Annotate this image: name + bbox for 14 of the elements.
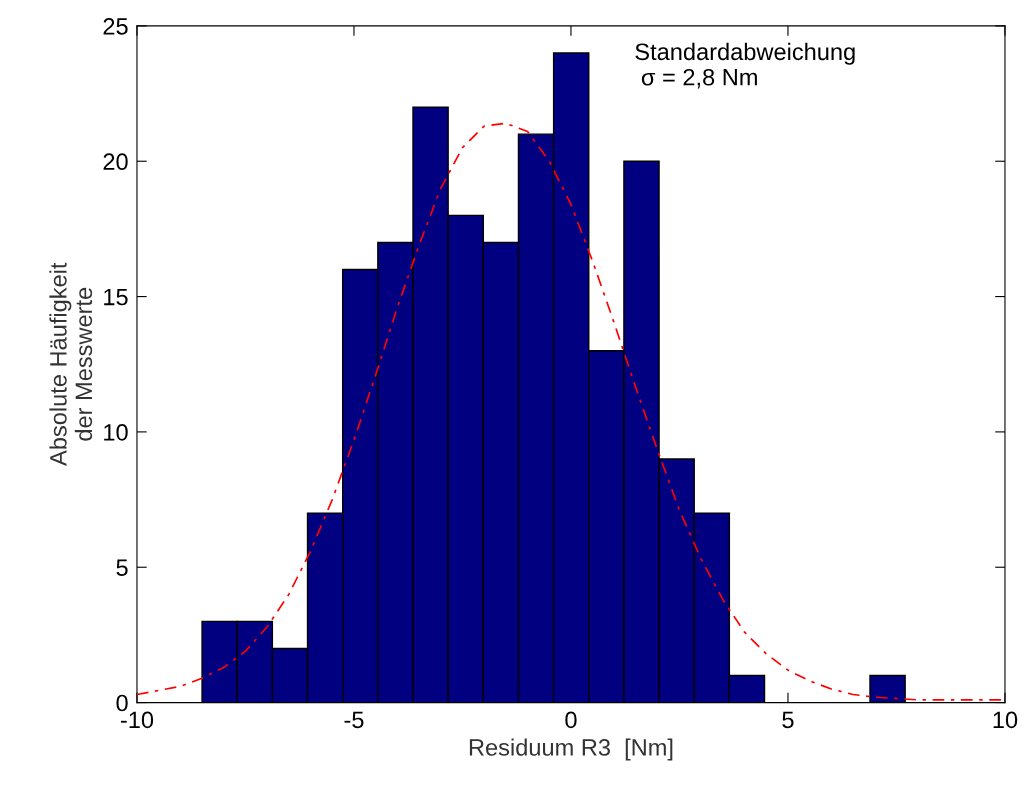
x-tick-label: 10 xyxy=(993,711,1018,729)
annotation: Standardabweichung σ = 2,8 Nm xyxy=(635,42,855,89)
y-tick-label: 5 xyxy=(116,559,128,577)
y-tick-label: 10 xyxy=(104,423,128,441)
y-tick-label: 0 xyxy=(116,694,128,712)
y-tick-label: 20 xyxy=(103,153,128,171)
x-tick-label: -5 xyxy=(344,711,364,729)
x-tick-label: -10 xyxy=(120,711,154,729)
x-tick-label: 0 xyxy=(565,711,577,729)
x-tick-label: 5 xyxy=(782,711,794,729)
y-axis-title: Absolute Häufigkeit der Messwerte xyxy=(49,262,93,466)
y-tick-label: 15 xyxy=(104,288,128,306)
y-tick-label: 25 xyxy=(103,17,128,35)
x-axis-title: Residuum R3 [Nm] xyxy=(469,738,673,761)
